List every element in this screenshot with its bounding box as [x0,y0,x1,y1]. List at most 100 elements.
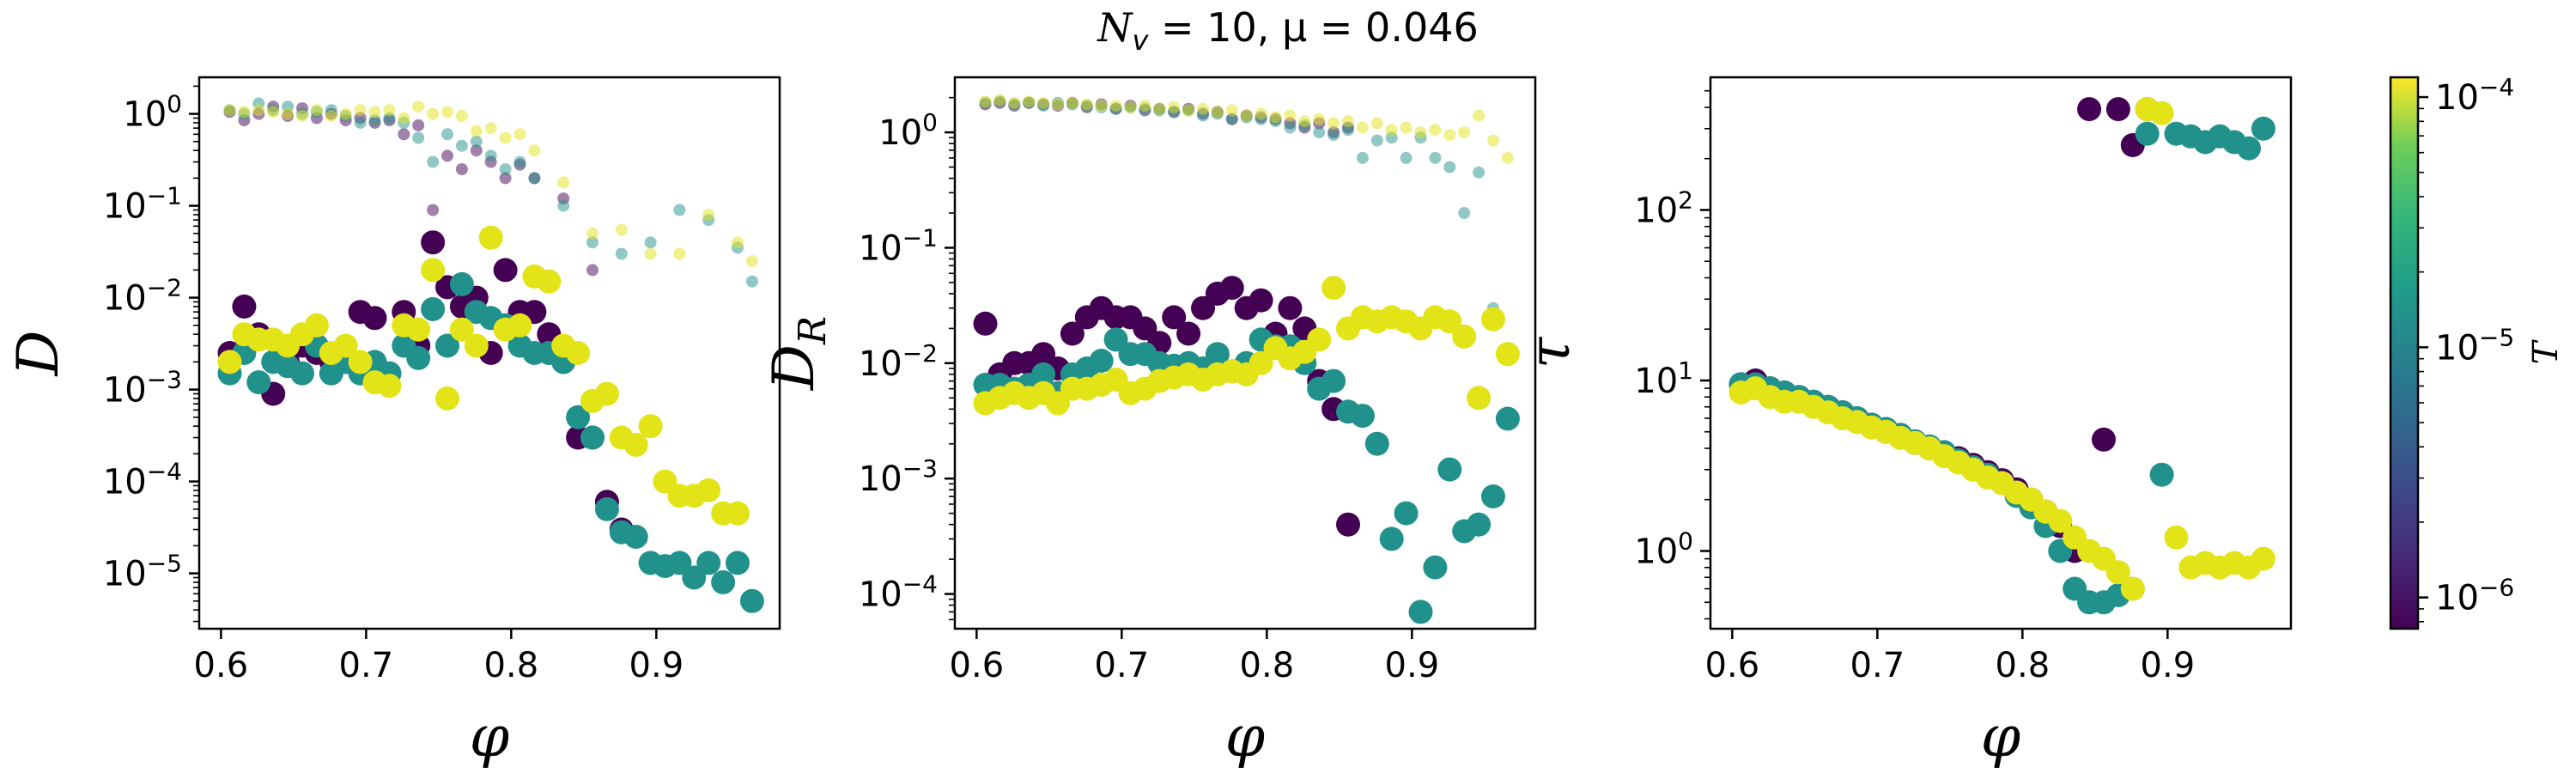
faint-point [1487,134,1499,147]
y-tick-label-base: 10 [859,460,902,499]
y-tick-label: 101 [1634,356,1693,401]
data-point [377,374,402,399]
faint-point [1255,107,1267,120]
faint-point [586,264,598,277]
faint-point [427,204,440,216]
y-tick-label-base: 10 [123,95,167,135]
data-point [2048,508,2073,533]
data-point [333,333,358,358]
colorbar-tick-label-exp: −4 [2479,73,2514,101]
axes-frame [1709,76,2293,630]
data-point [1495,406,1520,431]
data-point [1060,321,1084,346]
y-tick-label-exp: −2 [147,274,182,302]
data-point [1031,362,1056,386]
faint-point [470,125,483,137]
faint-point [339,107,352,120]
faint-point [1037,96,1050,109]
faint-point [1443,161,1456,173]
colorbar-gradient [2391,77,2418,629]
suptitle-rest: = 10, μ = 0.046 [1148,4,1478,51]
y-tick-label: 10−1 [103,182,182,227]
y-tick-label-base: 10 [103,279,147,319]
y-axis-label: D [5,331,71,377]
colorbar-tick-label-exp: −5 [2479,323,2514,351]
faint-point [673,247,686,260]
faint-point [993,94,1006,107]
data-point [1423,555,1448,580]
faint-point [1356,151,1369,164]
faint-point [644,236,657,249]
colorbar-tick-label: 10−5 [2435,323,2514,368]
y-tick-label-base: 10 [103,371,147,411]
y-tick-label-base: 10 [859,228,902,268]
data-points-tau [1728,97,2275,615]
faint-point [383,104,396,117]
data-point [1321,368,1346,393]
y-tick-label-exp: 2 [1678,186,1693,214]
faint-point [1008,96,1021,109]
x-axis-label: φ [1981,703,2020,770]
faint-point [441,128,453,141]
data-point [726,551,750,575]
faint-point [513,128,526,141]
data-point [406,345,431,370]
data-point [217,350,242,374]
data-point [566,405,591,429]
data-point [464,333,489,358]
faint-point [470,135,483,148]
data-point [726,501,750,526]
data-point [1437,309,1462,334]
faint-point [455,163,468,175]
data-point [449,317,474,342]
y-tick-label-exp: 0 [922,108,938,137]
y-tick-label: 100 [878,108,938,153]
y-tick-label-exp: −3 [147,366,182,394]
faint-point [702,208,715,221]
faint-point [499,163,512,175]
faint-point [441,106,453,119]
data-point [435,386,459,411]
data-points-D [217,97,764,613]
data-point [2149,100,2174,125]
suptitle-subscript: v [1133,24,1150,57]
data-points-D_R [973,94,1520,624]
faint-point [1211,106,1224,119]
faint-point [427,155,440,168]
data-point [1321,276,1346,301]
faint-point [1124,100,1137,113]
data-point [507,313,532,338]
y-tick-label: 10−5 [103,550,182,594]
data-point [2105,97,2130,122]
faint-point [1139,100,1151,113]
faint-point [1342,115,1354,128]
y-tick-label-base: 10 [103,187,147,227]
faint-point [732,236,744,249]
data-point [1379,526,1404,551]
data-point [493,258,518,283]
faint-point [455,139,468,152]
colorbar-tick-label-base: 10 [2435,328,2479,368]
x-tick-label: 0.8 [484,646,539,685]
y-axis-label-subscript: R [791,316,835,345]
faint-point [1182,104,1195,117]
x-axis-label: φ [1225,703,1265,770]
faint-point [484,149,497,162]
faint-point [1327,129,1340,142]
data-point [1176,321,1201,346]
data-point [1219,276,1244,301]
data-point [1467,386,1492,411]
y-tick-label: 10−1 [859,223,938,268]
y-axis-label-main: D [5,331,71,377]
faint-point [252,104,265,117]
faint-point [368,114,381,127]
data-point [594,496,619,521]
faint-point [1240,109,1253,122]
y-tick-label: 10−4 [103,458,182,502]
faint-point [586,236,598,249]
data-point [1205,342,1230,367]
data-point [711,569,736,594]
subplots: 0.6 0.7 0.8 0.910010−110−210−310−410−5φD0.6… [5,76,2293,770]
data-point [1307,327,1332,352]
